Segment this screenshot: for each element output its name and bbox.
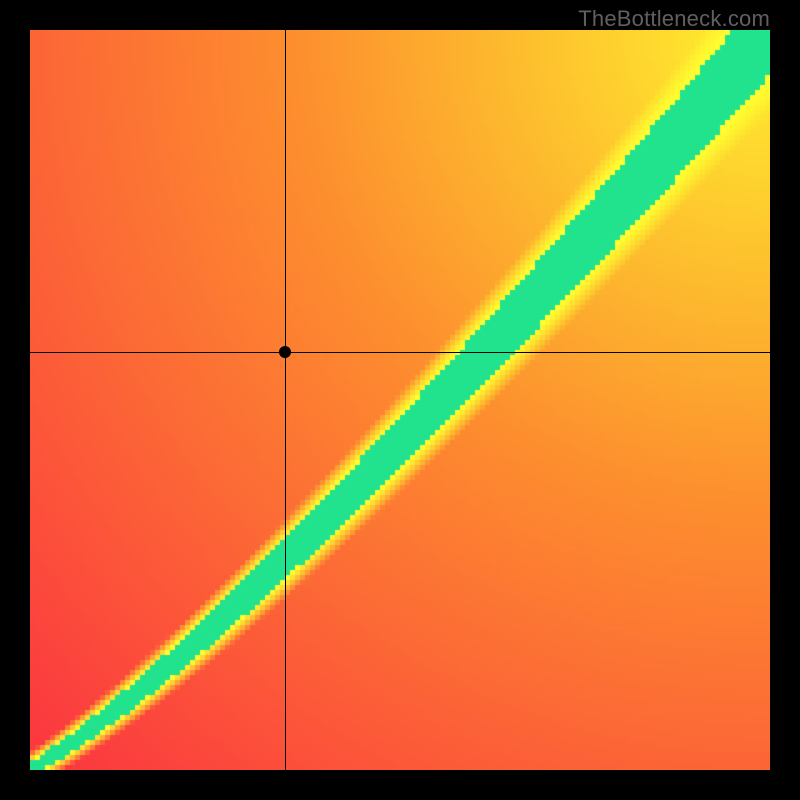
plot-area	[30, 30, 770, 770]
heatmap-canvas	[30, 30, 770, 770]
chart-container: TheBottleneck.com	[0, 0, 800, 800]
attribution-text: TheBottleneck.com	[578, 6, 770, 32]
bottleneck-marker	[279, 346, 291, 358]
crosshair-horizontal	[30, 352, 770, 353]
crosshair-vertical	[285, 30, 286, 770]
